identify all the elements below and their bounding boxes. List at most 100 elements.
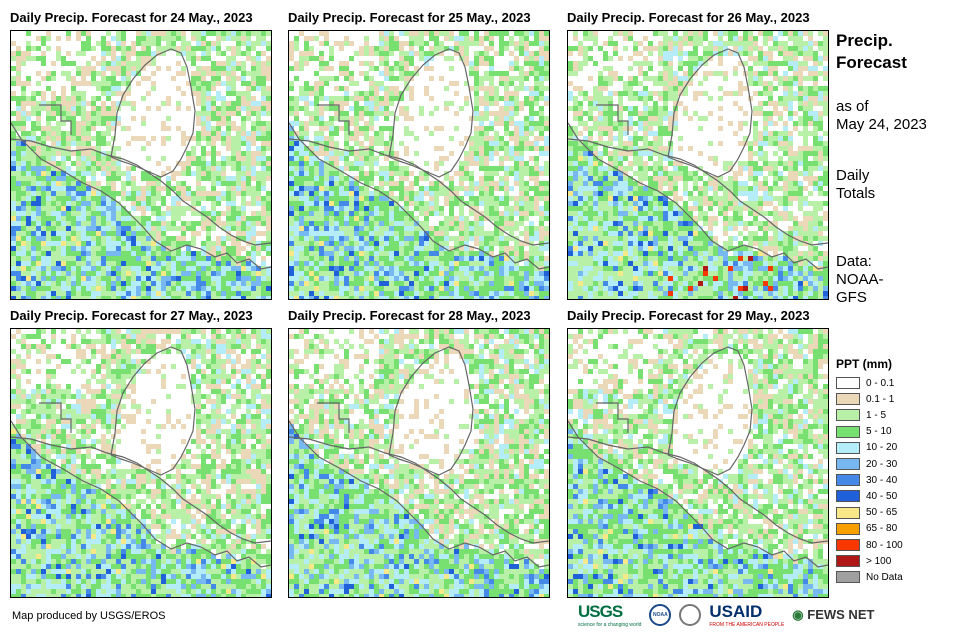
legend-swatch <box>836 409 860 422</box>
yucatan-coastline <box>388 346 474 476</box>
sidebar-asof-line1: as of <box>836 98 869 115</box>
precip-grid <box>568 31 828 299</box>
legend-label: 0.1 - 1 <box>866 393 895 405</box>
legend-swatch <box>836 458 860 470</box>
yucatan-coastline <box>388 48 474 178</box>
partner-logos: USGS science for a changing world NOAA U… <box>578 600 874 630</box>
pacific-coastline <box>568 420 828 568</box>
precip-grid <box>568 329 828 597</box>
forecast-map-1 <box>10 30 272 300</box>
forecast-map-3 <box>567 30 829 300</box>
yucatan-coastline <box>667 346 753 476</box>
legend-label: 5 - 10 <box>866 426 892 438</box>
panel-title-5: Daily Precip. Forecast for 28 May., 2023 <box>288 308 531 323</box>
pacific-coastline <box>11 122 271 270</box>
usgs-logo-tagline: science for a changing world <box>578 622 642 628</box>
mexico-border <box>317 402 350 433</box>
usgs-logo-text: USGS <box>578 602 623 621</box>
map-credit: Map produced by USGS/EROS <box>12 610 166 622</box>
legend-label: 50 - 65 <box>866 507 898 519</box>
legend-label: 0 - 0.1 <box>866 377 895 389</box>
legend-label: 80 - 100 <box>866 539 903 551</box>
panel-title-4: Daily Precip. Forecast for 27 May., 2023 <box>10 308 253 323</box>
pacific-coastline <box>11 420 271 568</box>
sidebar-asof-date: May 24, 2023 <box>836 116 927 133</box>
legend-swatch <box>836 474 860 487</box>
legend-item: 40 - 50 <box>836 488 897 504</box>
pacific-coastline <box>568 122 828 270</box>
forecast-map-4 <box>10 328 272 598</box>
precip-grid <box>289 329 549 597</box>
sidebar-title-line2: Forecast <box>836 53 907 72</box>
legend-swatch <box>836 555 860 568</box>
legend-item: 5 - 10 <box>836 424 892 440</box>
legend-label: 20 - 30 <box>866 458 898 470</box>
sidebar-data-source: Data: NOAA- GFS <box>836 253 884 307</box>
fewsnet-logo: ◉ FEWS NET <box>792 607 874 623</box>
legend-item: 0.1 - 1 <box>836 391 894 407</box>
sidebar-data-line3: GFS <box>836 289 867 306</box>
legend-item: 50 - 65 <box>836 505 897 521</box>
legend-swatch <box>836 539 860 551</box>
noaa-logo-text: NOAA <box>653 612 668 618</box>
panel-title-3: Daily Precip. Forecast for 26 May., 2023 <box>567 10 810 25</box>
mexico-border <box>596 104 629 135</box>
country-border <box>289 138 549 246</box>
legend-swatch <box>836 571 860 584</box>
country-border <box>289 436 549 544</box>
precip-grid <box>289 31 549 299</box>
usgs-logo: USGS science for a changing world <box>578 602 641 628</box>
precip-map-canvas-4 <box>11 329 271 597</box>
panel-title-1: Daily Precip. Forecast for 24 May., 2023 <box>10 10 253 25</box>
precip-grid <box>11 329 271 597</box>
usaid-logo-text: USAID <box>709 602 763 621</box>
mexico-border <box>317 104 350 135</box>
mexico-border <box>596 402 629 433</box>
legend-item: No Data <box>836 569 903 585</box>
globe-icon: ◉ <box>792 607 804 622</box>
legend-swatch <box>836 425 860 438</box>
panel-title-2: Daily Precip. Forecast for 25 May., 2023 <box>288 10 531 25</box>
precip-map-canvas-6 <box>568 329 828 597</box>
legend-label: > 100 <box>866 555 892 567</box>
sidebar-title: Precip. Forecast <box>836 30 907 74</box>
legend-swatch <box>836 393 860 406</box>
mexico-border <box>39 104 72 135</box>
legend-item: 20 - 30 <box>836 456 897 472</box>
seal-icon <box>679 604 702 626</box>
country-border <box>568 138 828 246</box>
legend-label: 10 - 20 <box>866 442 898 454</box>
legend-label: 30 - 40 <box>866 474 898 486</box>
sidebar-totals-line1: Daily <box>836 167 870 184</box>
legend-label: No Data <box>866 571 903 583</box>
forecast-map-2 <box>288 30 550 300</box>
panel-title-6: Daily Precip. Forecast for 29 May., 2023 <box>567 308 810 323</box>
precip-map-canvas-2 <box>289 31 549 299</box>
yucatan-coastline <box>110 48 196 178</box>
precip-map-canvas-5 <box>289 329 549 597</box>
legend-item: 80 - 100 <box>836 537 903 553</box>
precip-grid <box>11 31 271 299</box>
legend-item: 30 - 40 <box>836 472 897 488</box>
legend-label: 65 - 80 <box>866 523 898 535</box>
forecast-map-6 <box>567 328 829 598</box>
sidebar-asof: as of May 24, 2023 <box>836 98 927 134</box>
legend-item: 0 - 0.1 <box>836 375 894 391</box>
forecast-map-5 <box>288 328 550 598</box>
pacific-coastline <box>289 420 549 568</box>
legend-label: 40 - 50 <box>866 490 898 502</box>
noaa-logo: NOAA <box>649 604 672 626</box>
precip-map-canvas-1 <box>11 31 271 299</box>
usaid-logo-tagline: FROM THE AMERICAN PEOPLE <box>709 622 785 628</box>
fewsnet-logo-text: FEWS NET <box>807 607 875 622</box>
legend-label: 1 - 5 <box>866 409 887 421</box>
usaid-logo: USAID FROM THE AMERICAN PEOPLE <box>709 602 784 628</box>
yucatan-coastline <box>667 48 753 178</box>
legend-swatch <box>836 377 860 389</box>
pacific-coastline <box>289 122 549 270</box>
sidebar-totals-line2: Totals <box>836 185 876 202</box>
legend-swatch <box>836 506 860 519</box>
legend-swatch <box>836 522 860 535</box>
sidebar-totals: Daily Totals <box>836 167 875 203</box>
legend-swatch <box>836 441 860 454</box>
